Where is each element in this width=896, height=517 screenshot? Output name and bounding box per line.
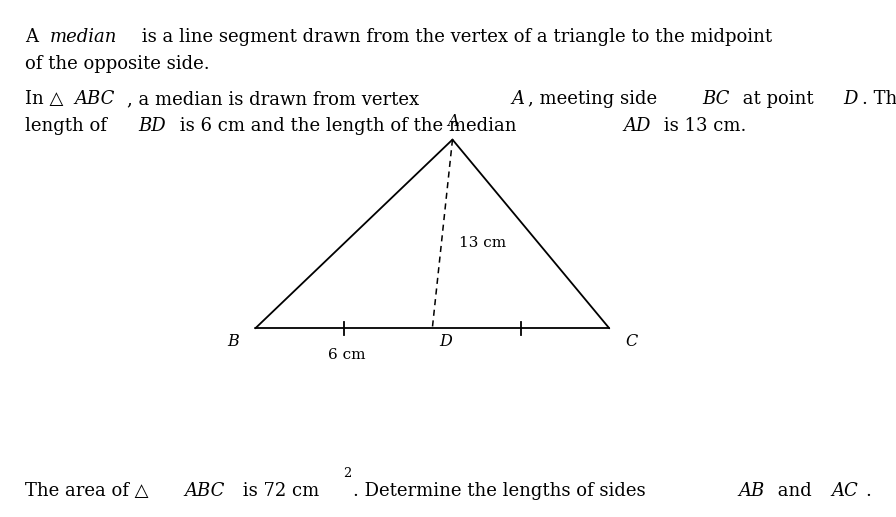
Text: , meeting side: , meeting side	[528, 90, 663, 108]
Text: 13 cm: 13 cm	[459, 236, 505, 250]
Text: 2: 2	[342, 467, 351, 480]
Text: In △: In △	[25, 90, 64, 108]
Text: AC: AC	[831, 482, 857, 500]
Text: D: D	[440, 333, 452, 350]
Text: is a line segment drawn from the vertex of a triangle to the midpoint: is a line segment drawn from the vertex …	[136, 28, 772, 47]
Text: of the opposite side.: of the opposite side.	[25, 55, 210, 73]
Text: A: A	[25, 28, 44, 47]
Text: at point: at point	[737, 90, 820, 108]
Text: . Determine the lengths of sides: . Determine the lengths of sides	[353, 482, 651, 500]
Text: is 13 cm.: is 13 cm.	[659, 117, 747, 135]
Text: A: A	[447, 113, 458, 130]
Text: BC: BC	[702, 90, 729, 108]
Text: is 72 cm: is 72 cm	[237, 482, 319, 500]
Text: length of: length of	[25, 117, 113, 135]
Text: ABC: ABC	[74, 90, 115, 108]
Text: B: B	[228, 333, 239, 350]
Text: 6 cm: 6 cm	[328, 348, 366, 362]
Text: BD: BD	[138, 117, 166, 135]
Text: , a median is drawn from vertex: , a median is drawn from vertex	[126, 90, 425, 108]
Text: AD: AD	[623, 117, 650, 135]
Text: . The: . The	[862, 90, 896, 108]
Text: C: C	[625, 333, 638, 350]
Text: median: median	[49, 28, 116, 47]
Text: and: and	[772, 482, 818, 500]
Text: ABC: ABC	[185, 482, 225, 500]
Text: A: A	[511, 90, 524, 108]
Text: is 6 cm and the length of the median: is 6 cm and the length of the median	[174, 117, 522, 135]
Text: .: .	[866, 482, 871, 500]
Text: D: D	[843, 90, 857, 108]
Text: The area of △: The area of △	[25, 482, 149, 500]
Text: AB: AB	[738, 482, 764, 500]
